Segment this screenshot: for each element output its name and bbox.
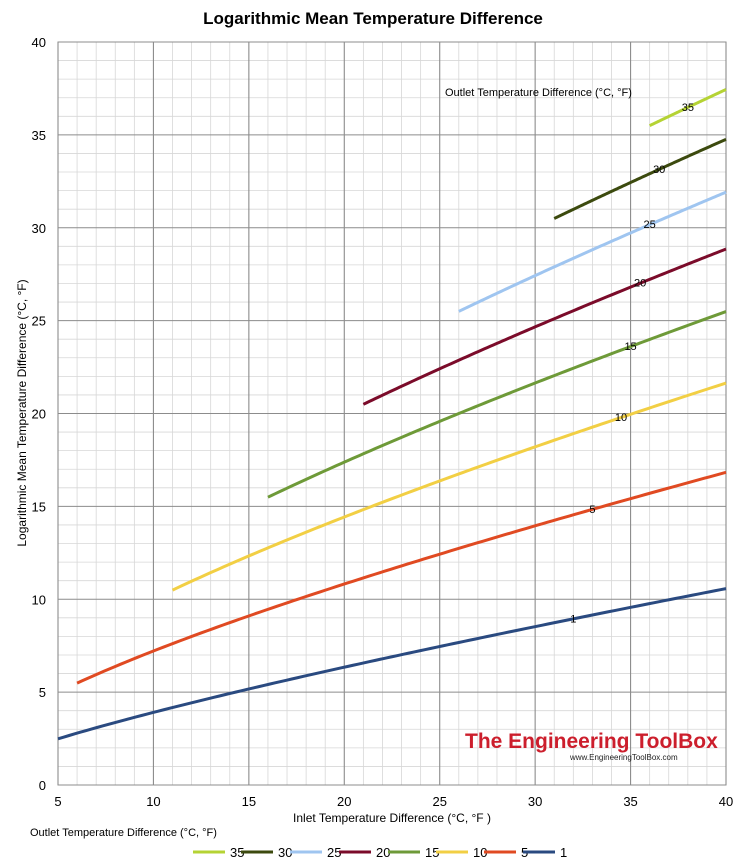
x-tick-label: 10 <box>146 794 160 809</box>
x-tick-label: 30 <box>528 794 542 809</box>
x-axis-label: Inlet Temperature Difference (°C, °F ) <box>293 811 491 825</box>
y-tick-label: 15 <box>32 499 46 514</box>
y-tick-label: 30 <box>32 221 46 236</box>
x-tick-label: 35 <box>623 794 637 809</box>
watermark-logo: The Engineering ToolBox www.EngineeringT… <box>465 730 718 762</box>
legend-label-15: 15 <box>425 845 439 860</box>
series-label-30: 30 <box>653 164 665 176</box>
y-tick-label: 0 <box>39 778 46 793</box>
series-line-25 <box>458 190 727 313</box>
legend-label-1: 1 <box>560 845 567 860</box>
series-line-1 <box>57 587 727 741</box>
series-label-5: 5 <box>589 504 595 516</box>
series-line-20 <box>362 247 727 406</box>
legend-label-25: 25 <box>327 845 341 860</box>
y-tick-label: 40 <box>32 35 46 50</box>
series-label-15: 15 <box>624 341 636 353</box>
legend-title: Outlet Temperature Difference (°C, °F) <box>30 827 217 839</box>
y-axis-label: Logarithmic Mean Temperature Difference … <box>15 279 29 546</box>
x-tick-label: 20 <box>337 794 351 809</box>
y-tick-label: 35 <box>32 128 46 143</box>
series-line-15 <box>267 310 727 499</box>
x-tick-label: 15 <box>242 794 256 809</box>
series-lines <box>57 88 727 741</box>
series-line-10 <box>171 381 727 592</box>
x-tick-label: 5 <box>54 794 61 809</box>
legend-label-20: 20 <box>376 845 390 860</box>
series-label-1: 1 <box>570 613 576 625</box>
chart-title: Logarithmic Mean Temperature Difference <box>203 9 543 28</box>
x-axis-ticks: 5 10 15 20 25 30 35 40 <box>54 794 733 809</box>
y-tick-label: 25 <box>32 314 46 329</box>
plot-annotation: Outlet Temperature Difference (°C, °F) <box>445 87 632 99</box>
series-line-30 <box>553 137 727 220</box>
series-labels: 35 30 25 20 15 10 5 1 <box>570 102 694 625</box>
y-tick-label: 10 <box>32 592 46 607</box>
x-tick-label: 40 <box>719 794 733 809</box>
series-label-25: 25 <box>644 219 656 231</box>
series-label-35: 35 <box>682 102 694 114</box>
series-label-20: 20 <box>634 278 646 290</box>
y-tick-label: 5 <box>39 685 46 700</box>
watermark-title: The Engineering ToolBox <box>465 730 718 753</box>
series-label-10: 10 <box>615 412 627 424</box>
series-line-35 <box>648 88 727 127</box>
series-line-5 <box>76 470 727 685</box>
legend-label-35: 35 <box>230 845 244 860</box>
watermark-url: www.EngineeringToolBox.com <box>569 753 678 762</box>
legend-label-30: 30 <box>278 845 292 860</box>
legend-label-10: 10 <box>473 845 487 860</box>
y-tick-label: 20 <box>32 407 46 422</box>
x-tick-label: 25 <box>432 794 446 809</box>
plot-frame <box>57 41 727 786</box>
y-axis-ticks: 0 5 10 15 20 25 30 35 40 <box>32 35 46 793</box>
